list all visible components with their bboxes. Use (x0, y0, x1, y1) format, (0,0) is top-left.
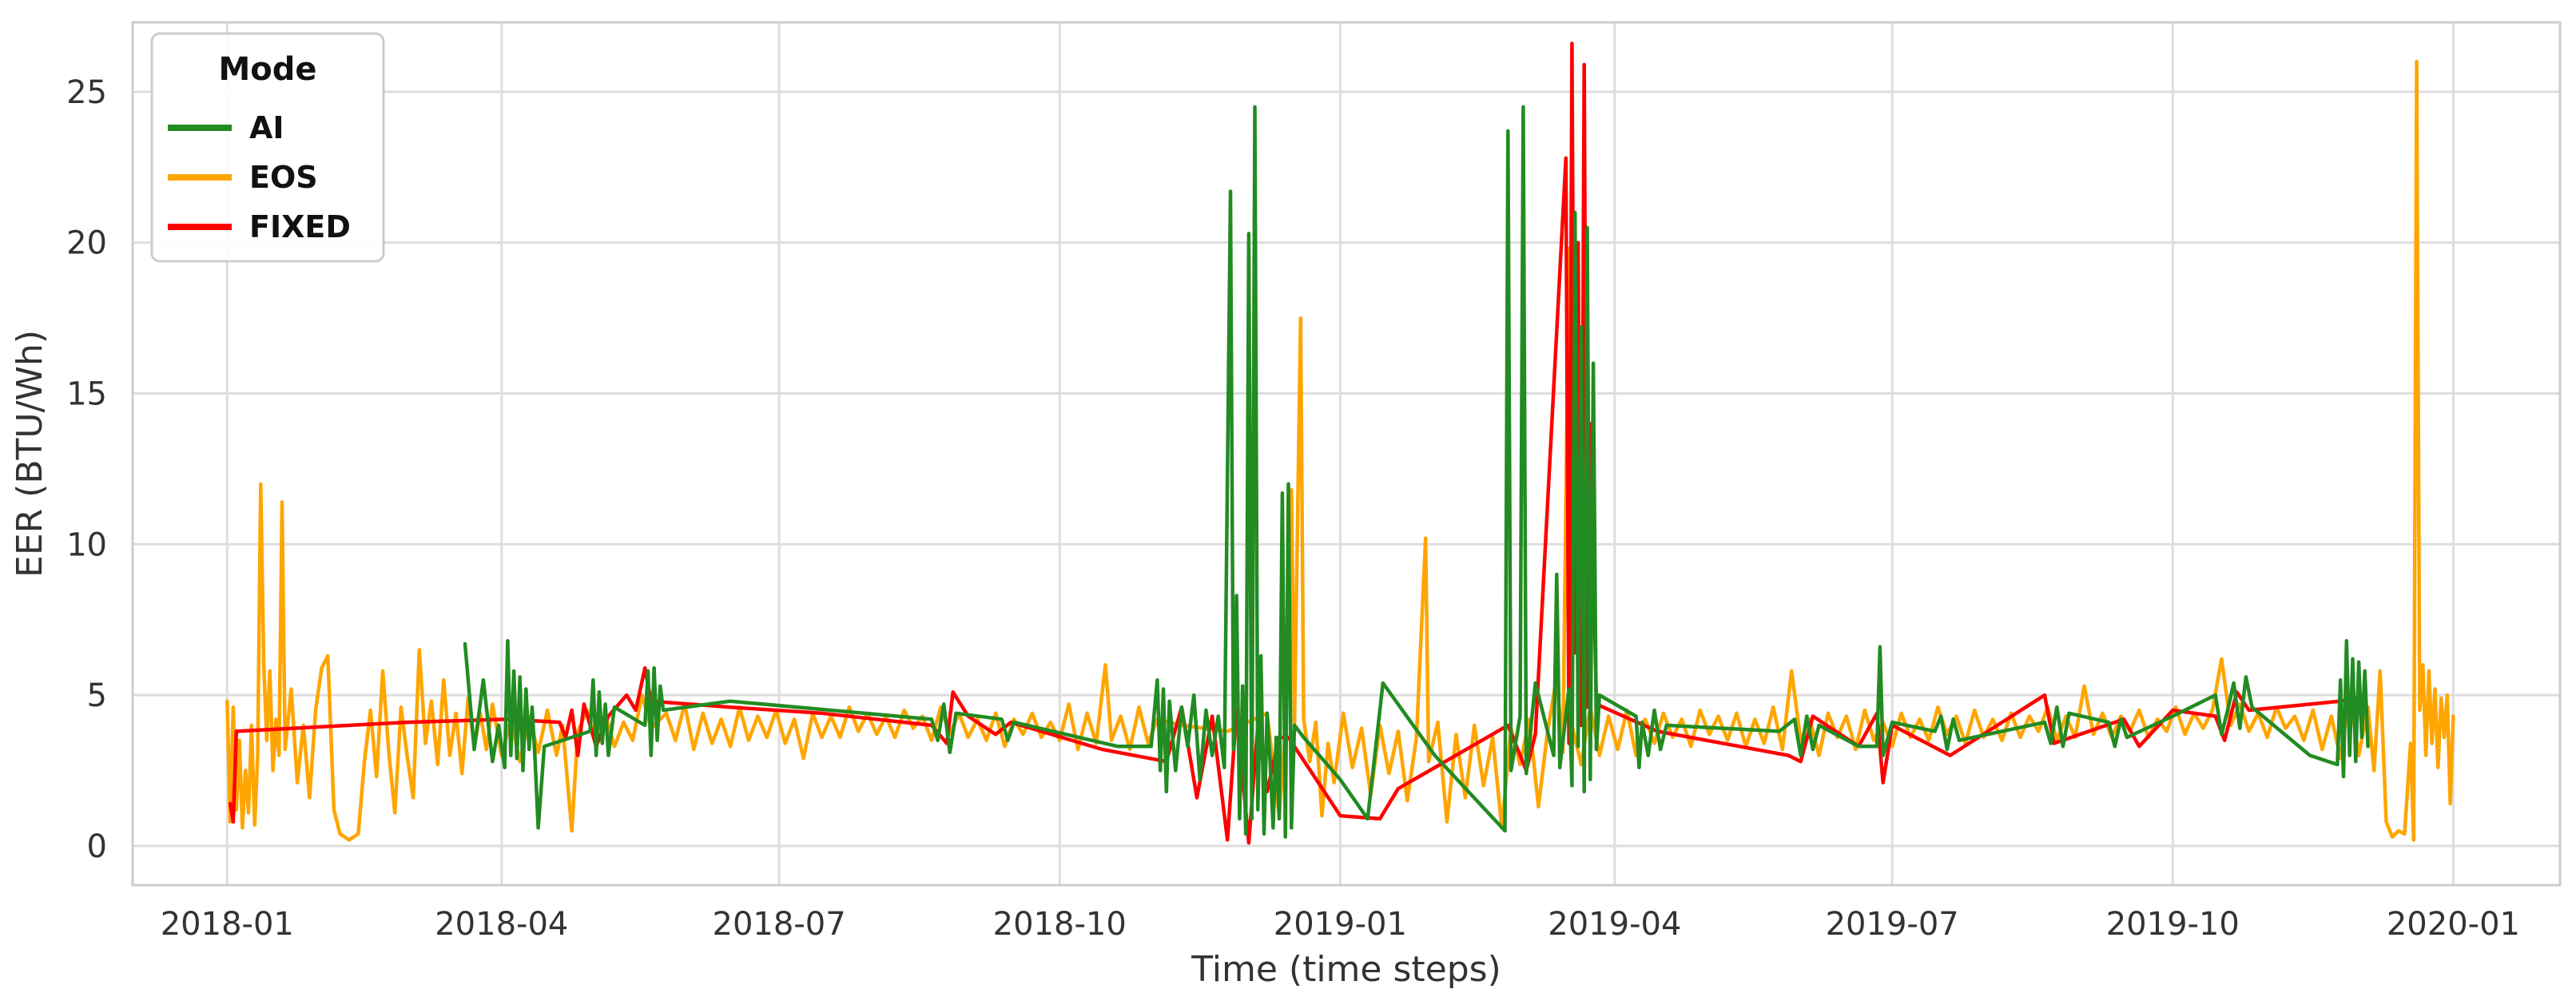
y-tick-label: 15 (66, 375, 107, 412)
y-tick-label: 25 (66, 74, 107, 111)
plot-frame (131, 21, 2562, 887)
y-tick-label: 5 (87, 677, 107, 714)
series-layer (225, 42, 2455, 845)
legend: Mode AI EOS FIXED (150, 32, 385, 263)
x-tick-label: 2019-07 (1826, 906, 1959, 943)
legend-label-eos: EOS (249, 160, 318, 195)
x-tick-label: 2020-01 (2387, 906, 2520, 943)
x-tick-label: 2018-04 (435, 906, 568, 943)
y-tick-label: 10 (66, 526, 107, 563)
legend-label-fixed: FIXED (249, 209, 351, 244)
y-tick-label: 0 (87, 828, 107, 865)
x-tick-label: 2019-10 (2106, 906, 2240, 943)
y-axis-title: EER (BTU/Wh) (10, 330, 50, 578)
series-line-ai (463, 105, 2370, 839)
x-tick-label: 2018-10 (993, 906, 1127, 943)
x-tick-label: 2018-07 (713, 906, 846, 943)
x-tick-label: 2019-04 (1548, 906, 1681, 943)
x-tick-label: 2019-01 (1274, 906, 1407, 943)
legend-items: AI EOS FIXED (168, 110, 351, 244)
y-axis-ticks: 0 5 10 15 20 25 (66, 74, 107, 865)
x-tick-label: 2018-01 (161, 906, 294, 943)
series-line-fixed (228, 42, 2361, 845)
x-axis-title: Time (time steps) (1191, 949, 1501, 990)
grid-lines (133, 22, 2560, 885)
x-axis-ticks: 2018-01 2018-04 2018-07 2018-10 2019-01 2019-… (161, 906, 2520, 943)
legend-label-ai: AI (249, 110, 284, 145)
legend-title: Mode (218, 51, 316, 88)
y-tick-label: 20 (66, 225, 107, 262)
legend-box (150, 32, 385, 263)
